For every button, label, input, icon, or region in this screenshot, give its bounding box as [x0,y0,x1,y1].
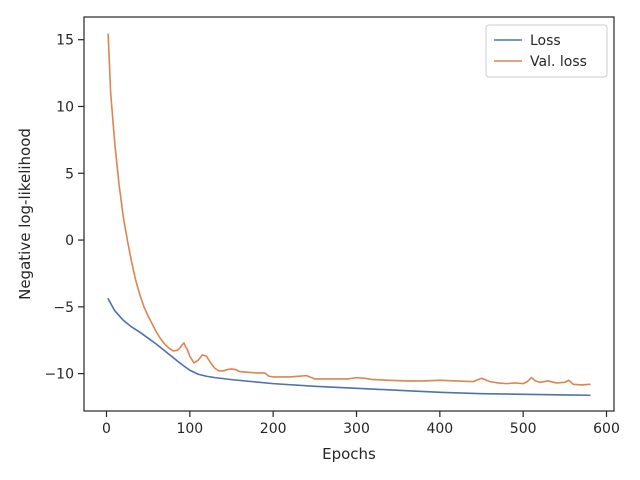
x-tick-label: 500 [510,421,537,437]
y-axis-label: Negative log-likelihood [16,128,34,300]
y-tick-label: 5 [65,166,74,182]
x-tick-label: 400 [426,421,453,437]
x-tick-label: 0 [102,421,111,437]
series-line-loss [107,298,591,397]
y-tick-label: 10 [56,99,74,115]
x-tick-label: 600 [593,421,620,437]
x-axis-label: Epochs [322,445,376,463]
y-tick-label: 0 [65,233,74,249]
y-tick-label: −10 [44,367,74,383]
legend-label-val-loss: Val. loss [530,54,587,70]
legend-label-loss: Loss [530,33,561,49]
series-layer [107,33,591,397]
legend-box [485,24,608,78]
x-tick-label: 200 [260,421,287,437]
x-axis-ticks: 0 100 200 300 400 500 600 [102,411,620,437]
y-tick-label: −5 [53,300,74,316]
y-tick-label: 15 [56,33,74,49]
plot-frame [83,16,615,412]
legend: Loss Val. loss [485,24,608,78]
x-tick-label: 300 [343,421,370,437]
plot-area [83,16,615,412]
series-line-val-loss [107,33,591,386]
x-tick-label: 100 [176,421,203,437]
y-axis-ticks: −10 −5 0 5 10 15 [44,33,84,383]
